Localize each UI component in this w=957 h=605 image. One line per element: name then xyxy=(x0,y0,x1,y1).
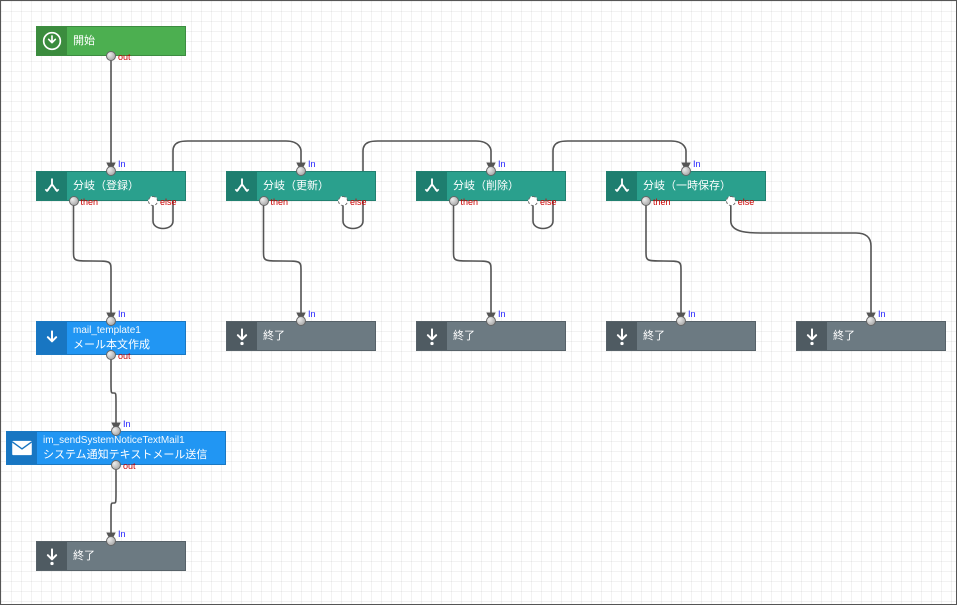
node-labels: 終了 xyxy=(637,322,671,350)
node-label: システム通知テキストメール送信 xyxy=(43,448,207,462)
flow-canvas[interactable]: 開始 out 分岐（登録） In then else 分岐（更新） In then else 分岐（… xyxy=(0,0,957,605)
end-icon xyxy=(227,322,257,350)
port-in[interactable] xyxy=(676,316,686,326)
end-icon xyxy=(417,322,447,350)
edge-mail-send xyxy=(111,355,116,431)
port-in[interactable] xyxy=(866,316,876,326)
edge-br4-end5 xyxy=(731,201,871,321)
node-labels: 終了 xyxy=(67,542,101,570)
edge-br2-end2 xyxy=(264,201,302,321)
node-labels: 終了 xyxy=(257,322,291,350)
port-label-out: out xyxy=(118,351,131,361)
port-then[interactable] xyxy=(449,196,459,206)
node-label: 開始 xyxy=(73,34,95,48)
port-else[interactable] xyxy=(528,196,538,206)
port-label-in: In xyxy=(308,159,316,169)
down-arrow-icon xyxy=(37,322,67,354)
edge-br1-mail xyxy=(74,201,112,321)
port-label-in: In xyxy=(118,159,126,169)
port-label-in: In xyxy=(878,309,886,319)
port-in[interactable] xyxy=(111,426,121,436)
port-label-out: out xyxy=(123,461,136,471)
port-label-in: In xyxy=(123,419,131,429)
port-label-in: In xyxy=(498,309,506,319)
node-sublabel: im_sendSystemNoticeTextMail1 xyxy=(43,434,207,448)
port-in[interactable] xyxy=(106,316,116,326)
node-label: 分岐（一時保存） xyxy=(643,179,731,193)
edges-layer xyxy=(1,1,957,605)
port-in[interactable] xyxy=(486,316,496,326)
port-label-then: then xyxy=(271,197,289,207)
port-in[interactable] xyxy=(681,166,691,176)
node-label: 分岐（削除） xyxy=(453,179,519,193)
port-label-in: In xyxy=(498,159,506,169)
port-then[interactable] xyxy=(69,196,79,206)
end-icon xyxy=(797,322,827,350)
branch-icon xyxy=(417,172,447,200)
port-label-out: out xyxy=(118,52,131,62)
end-icon xyxy=(37,542,67,570)
branch-icon xyxy=(607,172,637,200)
down-circle-icon xyxy=(37,27,67,55)
port-in[interactable] xyxy=(296,316,306,326)
node-labels: 分岐（一時保存） xyxy=(637,172,737,200)
port-label-in: In xyxy=(118,529,126,539)
port-out[interactable] xyxy=(111,460,121,470)
node-sublabel: mail_template1 xyxy=(73,324,150,338)
port-in[interactable] xyxy=(486,166,496,176)
port-label-in: In xyxy=(688,309,696,319)
port-else[interactable] xyxy=(726,196,736,206)
node-labels: im_sendSystemNoticeTextMail1システム通知テキストメー… xyxy=(37,432,213,464)
port-else[interactable] xyxy=(338,196,348,206)
node-labels: 分岐（更新） xyxy=(257,172,335,200)
node-label: 終了 xyxy=(263,329,285,343)
port-label-then: then xyxy=(81,197,99,207)
edge-send-end1 xyxy=(111,465,116,541)
node-label: 終了 xyxy=(453,329,475,343)
port-label-else: else xyxy=(540,197,557,207)
port-label-else: else xyxy=(160,197,177,207)
node-labels: 分岐（登録） xyxy=(67,172,145,200)
port-in[interactable] xyxy=(296,166,306,176)
port-then[interactable] xyxy=(259,196,269,206)
node-label: 終了 xyxy=(73,549,95,563)
edge-br3-end3 xyxy=(454,201,492,321)
port-then[interactable] xyxy=(641,196,651,206)
branch-icon xyxy=(227,172,257,200)
port-else[interactable] xyxy=(148,196,158,206)
port-in[interactable] xyxy=(106,166,116,176)
port-label-then: then xyxy=(653,197,671,207)
port-out[interactable] xyxy=(106,51,116,61)
port-label-then: then xyxy=(461,197,479,207)
node-label: 終了 xyxy=(833,329,855,343)
branch-icon xyxy=(37,172,67,200)
port-label-else: else xyxy=(738,197,755,207)
port-out[interactable] xyxy=(106,350,116,360)
node-label: 分岐（登録） xyxy=(73,179,139,193)
node-labels: 終了 xyxy=(827,322,861,350)
port-label-else: else xyxy=(350,197,367,207)
port-label-in: In xyxy=(693,159,701,169)
node-labels: 分岐（削除） xyxy=(447,172,525,200)
node-label: 終了 xyxy=(643,329,665,343)
node-label: 分岐（更新） xyxy=(263,179,329,193)
node-labels: 開始 xyxy=(67,27,101,55)
port-in[interactable] xyxy=(106,536,116,546)
port-label-in: In xyxy=(118,309,126,319)
node-labels: 終了 xyxy=(447,322,481,350)
port-label-in: In xyxy=(308,309,316,319)
edge-br4-end4 xyxy=(646,201,681,321)
mail-icon xyxy=(7,432,37,464)
end-icon xyxy=(607,322,637,350)
